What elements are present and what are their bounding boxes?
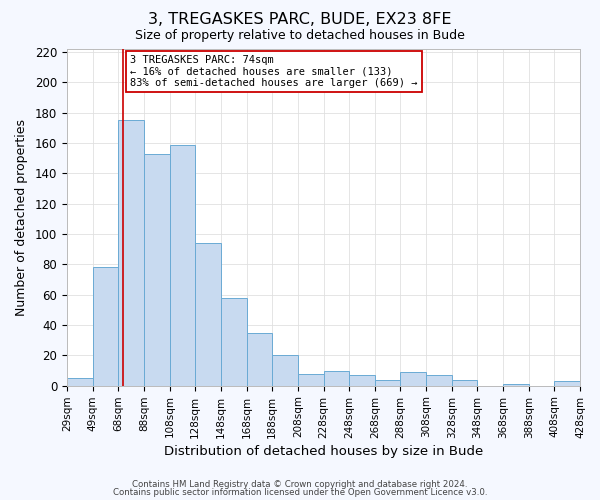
Text: Contains HM Land Registry data © Crown copyright and database right 2024.: Contains HM Land Registry data © Crown c… xyxy=(132,480,468,489)
Bar xyxy=(503,384,529,386)
Bar xyxy=(349,375,375,386)
Bar xyxy=(375,380,400,386)
Bar xyxy=(298,374,323,386)
Bar xyxy=(118,120,144,386)
Text: Contains public sector information licensed under the Open Government Licence v3: Contains public sector information licen… xyxy=(113,488,487,497)
Bar xyxy=(144,154,170,386)
X-axis label: Distribution of detached houses by size in Bude: Distribution of detached houses by size … xyxy=(164,444,483,458)
Bar xyxy=(170,144,195,386)
Bar xyxy=(323,370,349,386)
Bar xyxy=(400,372,426,386)
Bar xyxy=(452,380,478,386)
Y-axis label: Number of detached properties: Number of detached properties xyxy=(15,119,28,316)
Bar xyxy=(221,298,247,386)
Bar xyxy=(92,268,118,386)
Bar xyxy=(195,243,221,386)
Bar xyxy=(247,332,272,386)
Bar xyxy=(426,375,452,386)
Bar xyxy=(67,378,92,386)
Text: 3, TREGASKES PARC, BUDE, EX23 8FE: 3, TREGASKES PARC, BUDE, EX23 8FE xyxy=(148,12,452,28)
Text: 3 TREGASKES PARC: 74sqm
← 16% of detached houses are smaller (133)
83% of semi-d: 3 TREGASKES PARC: 74sqm ← 16% of detache… xyxy=(130,55,418,88)
Text: Size of property relative to detached houses in Bude: Size of property relative to detached ho… xyxy=(135,29,465,42)
Bar xyxy=(272,356,298,386)
Bar xyxy=(554,381,580,386)
